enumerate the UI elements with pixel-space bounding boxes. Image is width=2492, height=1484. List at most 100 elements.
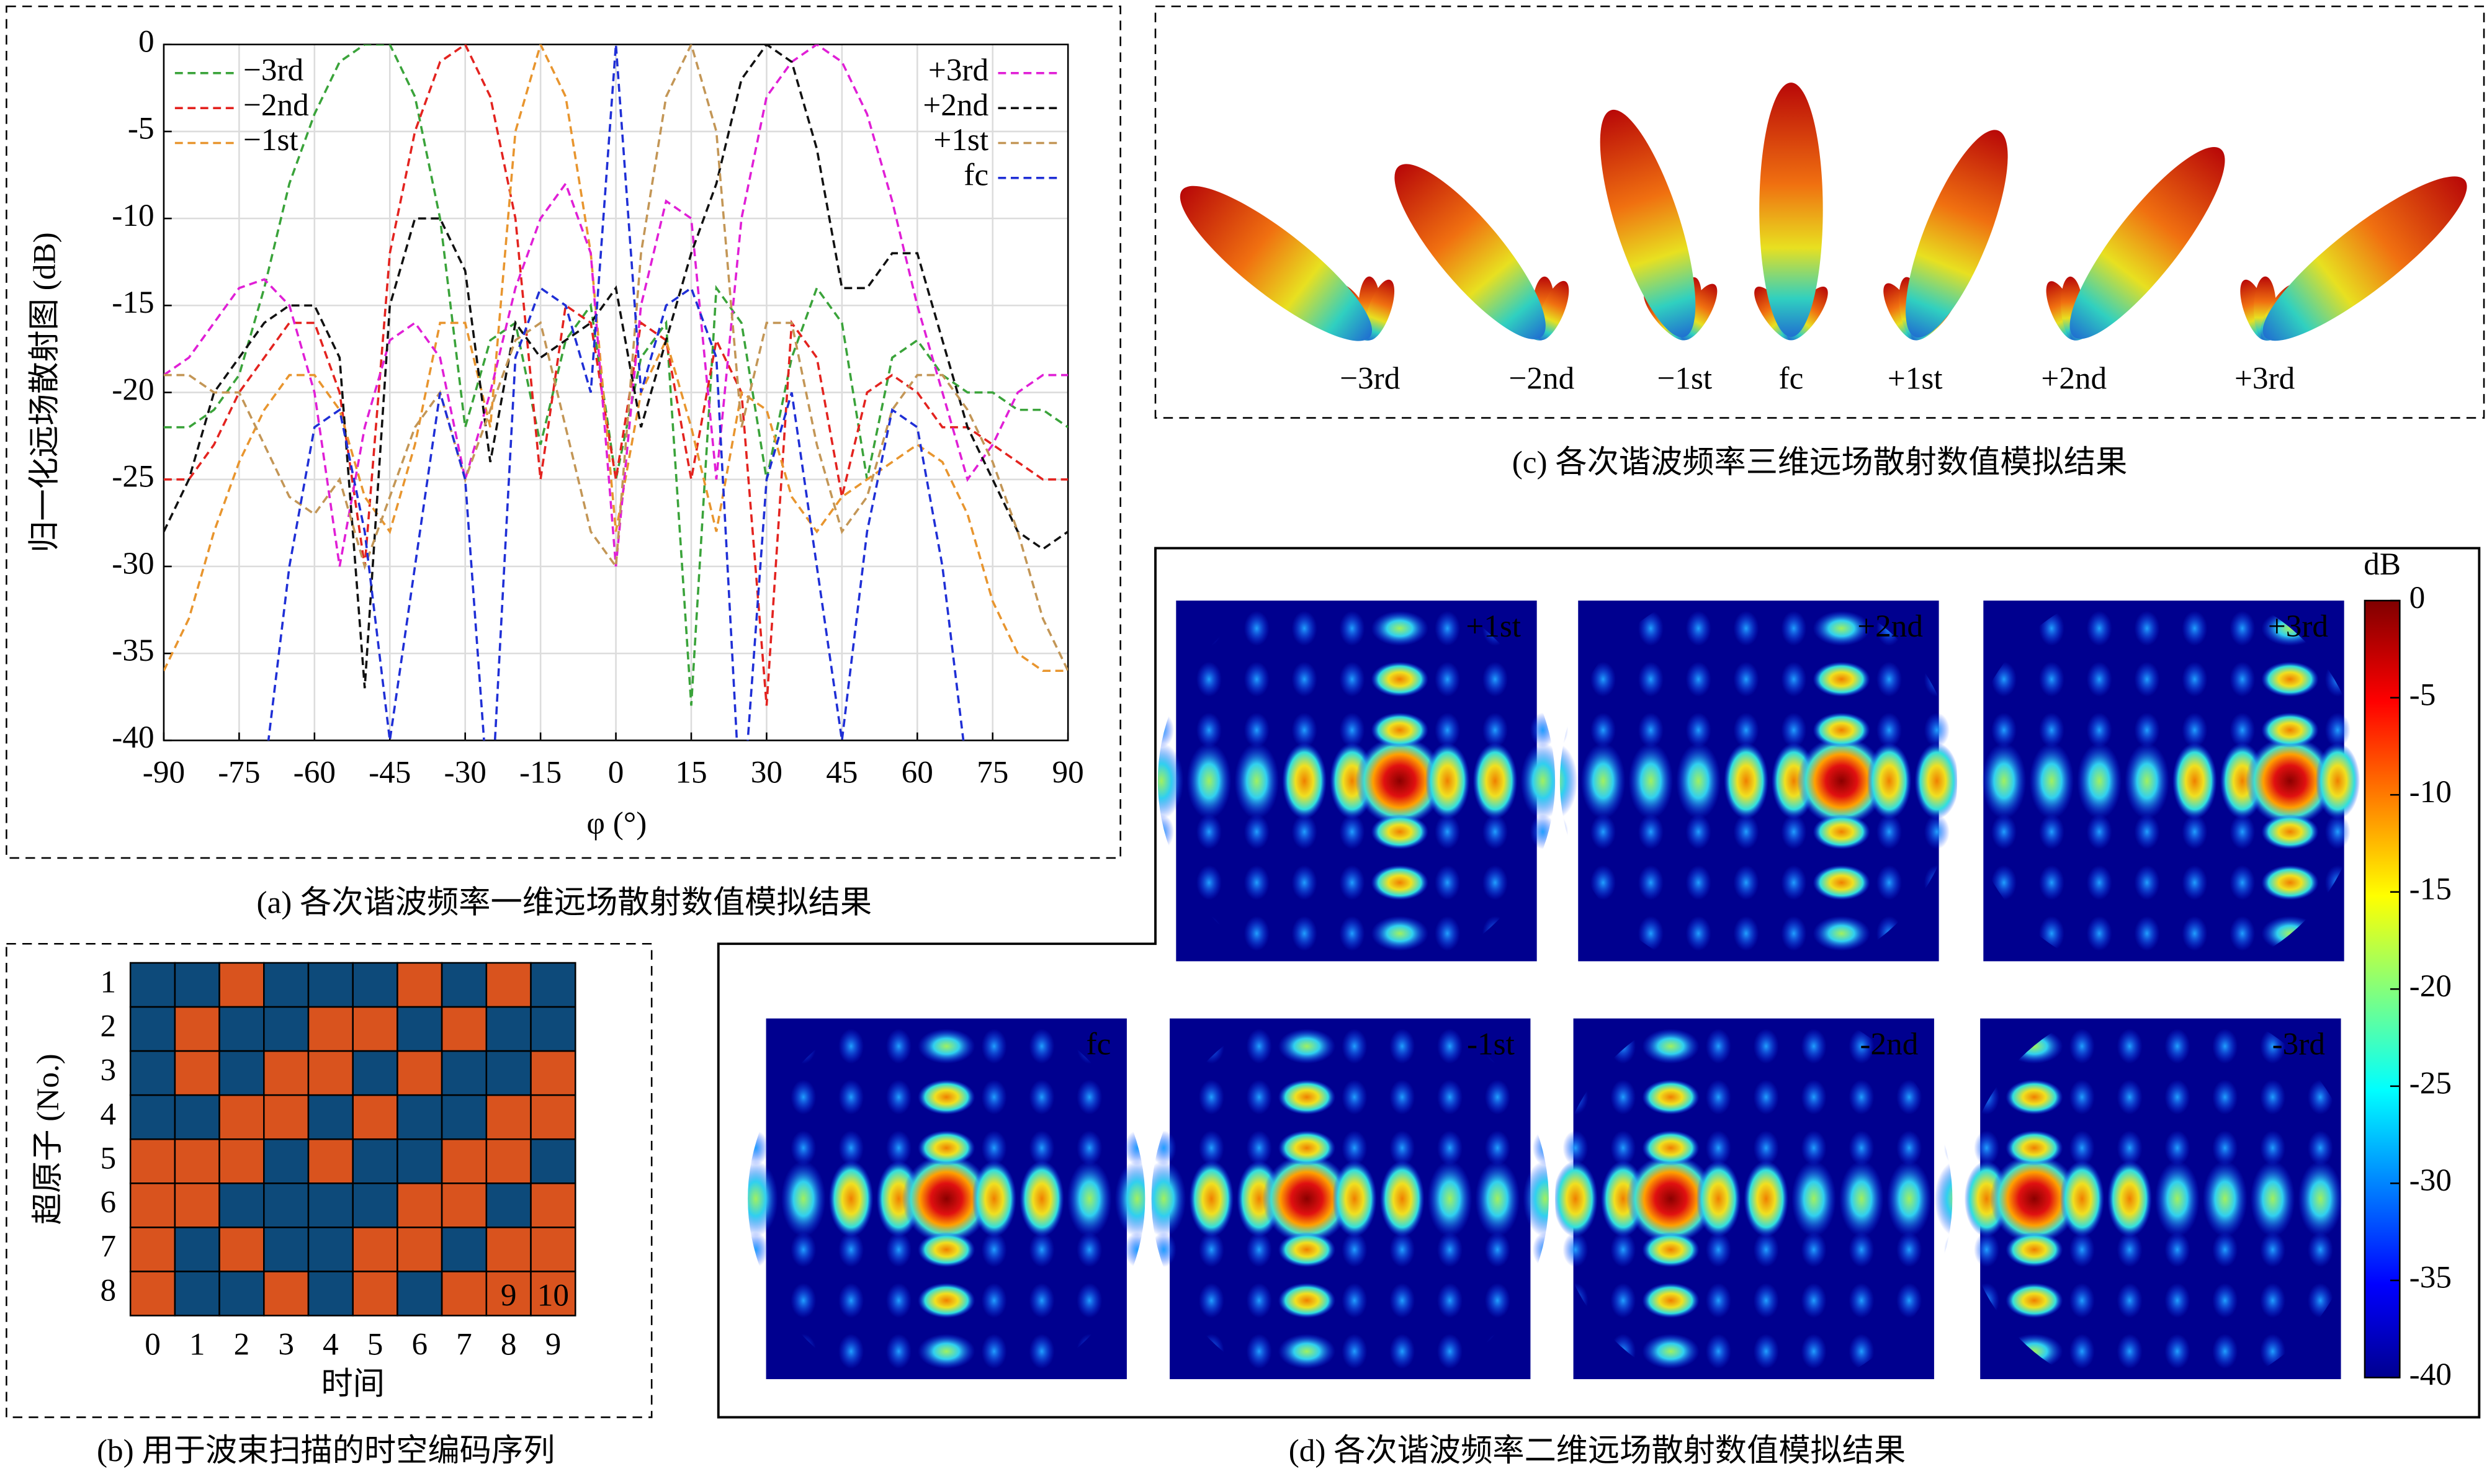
cell [129, 1271, 176, 1316]
lobe-spot [1291, 916, 1317, 951]
lobe-spot [2230, 712, 2256, 748]
lobe-spot [1839, 1160, 1884, 1237]
lobe-spot [1532, 1333, 1549, 1369]
lobe-spot [1077, 1130, 1103, 1166]
lobe-spot [2134, 661, 2160, 697]
lobe-spot [2164, 1029, 2190, 1064]
panel-d-frame [717, 547, 2481, 1419]
lobe-spot [2117, 1130, 2143, 1166]
lobe-spot [1371, 916, 1428, 951]
cell [129, 962, 176, 1008]
lobe-spot [1989, 1154, 2079, 1244]
lobe-spot [1849, 1029, 1875, 1064]
lobe-spot [1705, 1130, 1731, 1166]
cell [307, 1094, 354, 1140]
cell [129, 1094, 176, 1140]
lobe-spot [1371, 865, 1428, 900]
x-tick-label: 90 [1052, 755, 1084, 790]
y-tick-label: 8 [100, 1273, 116, 1308]
lobe-spot [1590, 814, 1616, 849]
cell [441, 1271, 488, 1316]
radiation-pattern [1600, 109, 1718, 341]
lobe-spot [1886, 1160, 1932, 1237]
cell [307, 1050, 354, 1096]
lobe-spot [1530, 814, 1556, 849]
x-tick-label: 0 [145, 1327, 161, 1362]
lobe-spot [1029, 1079, 1055, 1115]
cell [530, 962, 576, 1008]
lobe-spot [2212, 1130, 2238, 1166]
radiation-pattern [1180, 186, 1395, 341]
lobe-spot [838, 1333, 864, 1369]
lobe-spot [1944, 1232, 1953, 1267]
lobe-spot [1559, 743, 1578, 820]
y-tick-label: 0 [138, 24, 155, 59]
cell [485, 1227, 532, 1272]
cell [174, 1182, 220, 1228]
lobe-spot [885, 1232, 912, 1267]
lobe-spot [2307, 1232, 2333, 1267]
lobe-spot [1705, 1079, 1731, 1115]
lobe-spot [2117, 1079, 2143, 1115]
x-axis-label: φ (°) [586, 805, 647, 841]
lobe-spot [1077, 1079, 1103, 1115]
lobe-spot [838, 1029, 864, 1064]
cell [530, 1006, 576, 1052]
lobe-spot [2134, 865, 2160, 900]
lobe-spot [2069, 1232, 2095, 1267]
lobe-spot [1244, 610, 1270, 646]
cell [218, 1138, 265, 1184]
lobe-spot [1801, 1079, 1827, 1115]
lobe-spot [2086, 712, 2112, 748]
cell [174, 1050, 220, 1096]
lobe-spot [1246, 1232, 1272, 1267]
cell [485, 962, 532, 1008]
pattern-label: +1st [1888, 360, 1943, 396]
lobe-spot [2245, 736, 2335, 826]
lobe-spot [1896, 1130, 1922, 1166]
lobe-spot [1244, 865, 1270, 900]
legend-label: −2nd [243, 87, 309, 123]
lobe-spot [1610, 1283, 1636, 1318]
cell [397, 962, 443, 1008]
lobe-spot [1849, 1130, 1875, 1166]
lobe-spot [1562, 1232, 1589, 1267]
lobe-spot [1530, 712, 1556, 748]
pattern-label: fc [1779, 360, 1804, 396]
cell-label: 9 [501, 1277, 517, 1313]
lobe-spot [1196, 661, 1222, 697]
cell [218, 1182, 265, 1228]
map-label: +3rd [2268, 609, 2328, 644]
cell [441, 962, 488, 1008]
lobe-spot [748, 1130, 769, 1166]
map-label: -1st [1467, 1026, 1515, 1062]
lobe-spot [1246, 1333, 1272, 1369]
lobe-spot [2164, 1232, 2190, 1267]
lobe-spot [2117, 1232, 2143, 1267]
lobe-spot [918, 1232, 975, 1267]
lobe-spot [1896, 1079, 1922, 1115]
lobe-spot [2260, 1079, 2286, 1115]
lobe-spot [1944, 1130, 1953, 1166]
pattern-label: −3rd [1340, 360, 1400, 396]
cell [397, 1138, 443, 1184]
panel-b-frame [6, 942, 653, 1418]
lobe-spot [1532, 1283, 1549, 1318]
cell [397, 1050, 443, 1096]
lobe-spot [1435, 661, 1461, 697]
lobe-spot [1246, 1029, 1272, 1064]
lobe-spot [981, 1283, 1007, 1318]
lobe-spot [1151, 1232, 1177, 1267]
lobe-spot [2077, 743, 2122, 820]
lobe-spot [1124, 1232, 1145, 1267]
lobe-spot [1532, 1079, 1549, 1115]
lobe-spot [1332, 1160, 1377, 1237]
x-tick-label: -30 [444, 755, 486, 790]
y-tick-label: -10 [112, 198, 154, 233]
lobe-spot [1801, 1232, 1827, 1267]
lobe-spot [1733, 865, 1759, 900]
lobe-spot [791, 1130, 817, 1166]
lobe-spot [2069, 1130, 2095, 1166]
lobe-spot [1339, 712, 1365, 748]
